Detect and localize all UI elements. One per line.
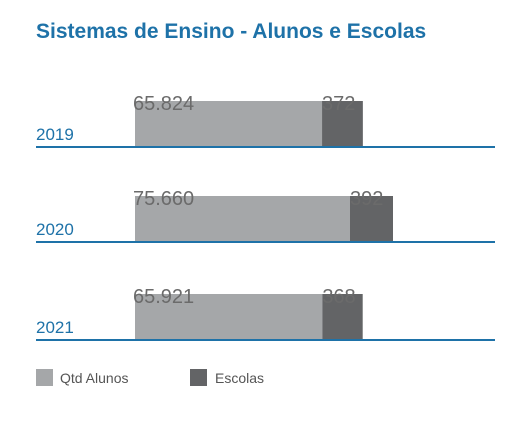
category-label-2019: 2019 bbox=[36, 125, 74, 144]
bar-escolas-2019 bbox=[322, 101, 363, 147]
bar-qtd-alunos-2020 bbox=[135, 196, 350, 242]
value-label-qtd-alunos-2021: 65.921 bbox=[133, 286, 194, 308]
value-label-qtd-alunos-2020: 75.660 bbox=[133, 188, 194, 210]
bar-qtd-alunos-2021 bbox=[135, 294, 323, 340]
bar-escolas-2020 bbox=[350, 196, 393, 242]
value-label-escolas-2021: 368 bbox=[322, 286, 355, 308]
legend-label-qtd-alunos: Qtd Alunos bbox=[60, 370, 129, 386]
value-label-qtd-alunos-2019: 65.824 bbox=[133, 93, 194, 115]
legend-label-escolas: Escolas bbox=[215, 370, 264, 386]
bar-escolas-2021 bbox=[322, 294, 363, 340]
legend-swatch-escolas bbox=[190, 369, 207, 386]
value-label-escolas-2020: 392 bbox=[350, 188, 383, 210]
value-label-escolas-2019: 372 bbox=[322, 93, 355, 115]
category-label-2021: 2021 bbox=[36, 318, 74, 337]
bar-qtd-alunos-2019 bbox=[135, 101, 323, 147]
category-label-2020: 2020 bbox=[36, 220, 74, 239]
chart-title: Sistemas de Ensino - Alunos e Escolas bbox=[36, 20, 427, 43]
legend-swatch-qtd-alunos bbox=[36, 369, 53, 386]
